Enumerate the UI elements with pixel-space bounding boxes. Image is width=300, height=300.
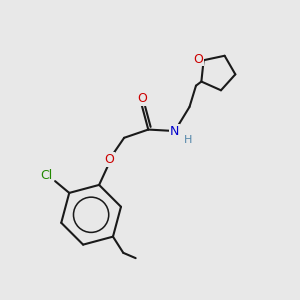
Text: Cl: Cl (41, 169, 53, 182)
Text: N: N (170, 124, 179, 137)
Text: H: H (184, 136, 192, 146)
Text: O: O (194, 52, 203, 65)
Text: O: O (104, 153, 114, 166)
Text: O: O (137, 92, 147, 105)
